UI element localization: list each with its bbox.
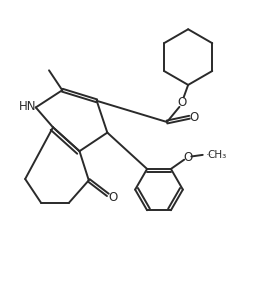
Text: O: O bbox=[177, 96, 186, 109]
Text: CH₃: CH₃ bbox=[207, 150, 227, 160]
Text: HN: HN bbox=[19, 101, 36, 113]
Text: O: O bbox=[190, 111, 199, 124]
Text: O: O bbox=[184, 150, 193, 163]
Text: O: O bbox=[109, 191, 118, 203]
Text: methoxy: methoxy bbox=[207, 154, 213, 155]
